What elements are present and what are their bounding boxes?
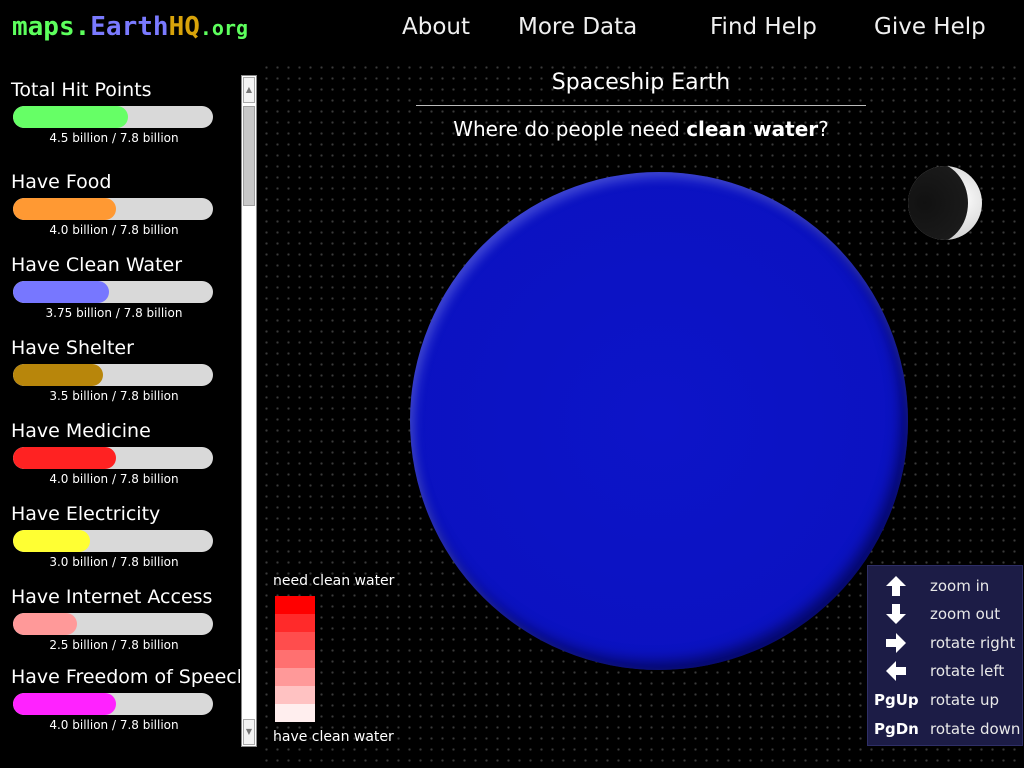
legend-bottom-label: have clean water — [273, 729, 394, 745]
stat-bar — [13, 613, 213, 635]
legend-swatch — [275, 704, 315, 722]
moon-shadow — [908, 166, 968, 240]
arrow-up-icon — [874, 572, 918, 600]
stat-bar-fill — [13, 693, 116, 715]
stat-bar-fill — [13, 106, 129, 128]
arrow-down-icon — [874, 600, 918, 628]
control-label: zoom out — [930, 605, 1001, 623]
arrow-left-icon — [874, 657, 918, 685]
legend-top-label: need clean water — [273, 573, 395, 589]
site-logo[interactable]: maps.EarthHQ.org — [12, 10, 248, 44]
stat-value: 3.75 billion / 7.8 billion — [45, 306, 183, 320]
legend-swatch — [275, 686, 315, 704]
scroll-down-button[interactable]: ▼ — [243, 719, 255, 745]
pgdn-key: PgDn — [874, 720, 919, 738]
question-emphasis: clean water — [686, 117, 819, 141]
question-suffix: ? — [818, 117, 829, 141]
stat-value: 3.5 billion / 7.8 billion — [49, 389, 179, 403]
nav-about[interactable]: About — [402, 14, 471, 40]
logo-org: .org — [199, 16, 249, 40]
stat-label: Have Freedom of Speech — [11, 666, 240, 688]
stat-label: Have Electricity — [11, 503, 161, 525]
map-controls-panel: zoom in zoom out rotate right rotate lef… — [867, 565, 1023, 746]
stat-label: Have Food — [11, 171, 112, 193]
control-label: rotate up — [930, 691, 999, 709]
nav-give-help[interactable]: Give Help — [874, 14, 986, 40]
legend-swatch — [275, 614, 315, 632]
stat-label: Total Hit Points — [11, 79, 152, 101]
control-rotate-left[interactable]: rotate left — [868, 657, 1024, 685]
stat-bar — [13, 198, 213, 220]
stat-label: Have Medicine — [11, 420, 151, 442]
legend-swatch — [275, 596, 315, 614]
stat-value: 4.0 billion / 7.8 billion — [49, 223, 179, 237]
stat-bar-fill — [13, 364, 103, 386]
stat-bar-fill — [13, 198, 116, 220]
stat-value: 2.5 billion / 7.8 billion — [49, 638, 179, 652]
control-rotate-up[interactable]: PgUp rotate up — [868, 686, 1024, 714]
stat-bar — [13, 106, 213, 128]
control-label: rotate left — [930, 662, 1005, 680]
stat-bar-fill — [13, 530, 90, 552]
legend-color-scale — [275, 596, 315, 722]
stat-bar-fill — [13, 613, 78, 635]
stat-bar-fill — [13, 447, 116, 469]
logo-dot: . — [74, 12, 91, 42]
control-label: rotate down — [930, 720, 1021, 738]
title-divider — [416, 105, 866, 106]
legend-swatch — [275, 650, 315, 668]
control-zoom-in[interactable]: zoom in — [868, 572, 1024, 600]
scroll-thumb[interactable] — [243, 106, 255, 206]
moon-icon[interactable] — [908, 166, 982, 240]
sidebar-scrollbar[interactable]: ▲ ▼ — [241, 75, 257, 747]
pgup-key: PgUp — [874, 691, 919, 709]
control-rotate-down[interactable]: PgDn rotate down — [868, 715, 1024, 743]
stat-value: 4.0 billion / 7.8 billion — [49, 472, 179, 486]
stat-bar — [13, 530, 213, 552]
legend-swatch — [275, 668, 315, 686]
stat-value: 4.0 billion / 7.8 billion — [49, 718, 179, 732]
map-question: Where do people need clean water? — [416, 115, 866, 143]
question-prefix: Where do people need — [453, 117, 687, 141]
stat-label: Have Shelter — [11, 337, 134, 359]
control-label: zoom in — [930, 577, 990, 595]
stat-bar — [13, 364, 213, 386]
arrow-right-icon — [874, 629, 918, 657]
stat-value: 3.0 billion / 7.8 billion — [49, 555, 179, 569]
nav-more-data[interactable]: More Data — [518, 14, 638, 40]
logo-earth: Earth — [90, 12, 169, 42]
stat-label: Have Clean Water — [11, 254, 183, 276]
nav-find-help[interactable]: Find Help — [710, 14, 817, 40]
stat-bar — [13, 447, 213, 469]
scroll-up-button[interactable]: ▲ — [243, 77, 255, 103]
stat-bar-fill — [13, 281, 110, 303]
logo-maps: maps — [12, 12, 75, 42]
logo-hq: HQ — [168, 12, 200, 42]
page-title: Spaceship Earth — [551, 70, 731, 95]
legend-swatch — [275, 632, 315, 650]
stat-value: 4.5 billion / 7.8 billion — [49, 131, 179, 145]
control-label: rotate right — [930, 634, 1016, 652]
stats-sidebar: Total Hit Points 4.5 billion / 7.8 billi… — [0, 76, 240, 748]
stat-label: Have Internet Access — [11, 586, 213, 608]
earth-globe[interactable] — [410, 172, 908, 670]
control-rotate-right[interactable]: rotate right — [868, 629, 1024, 657]
control-zoom-out[interactable]: zoom out — [868, 600, 1024, 628]
stat-bar — [13, 693, 213, 715]
stat-bar — [13, 281, 213, 303]
